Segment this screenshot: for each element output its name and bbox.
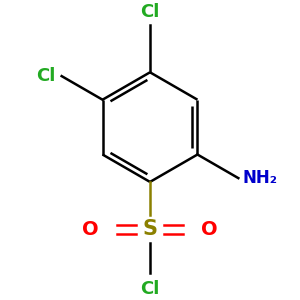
Text: Cl: Cl — [140, 3, 160, 21]
Text: O: O — [201, 220, 217, 238]
Text: Cl: Cl — [140, 280, 160, 298]
Text: O: O — [82, 220, 99, 238]
Text: NH₂: NH₂ — [242, 169, 277, 187]
Text: Cl: Cl — [36, 67, 56, 85]
Text: S: S — [142, 219, 158, 239]
